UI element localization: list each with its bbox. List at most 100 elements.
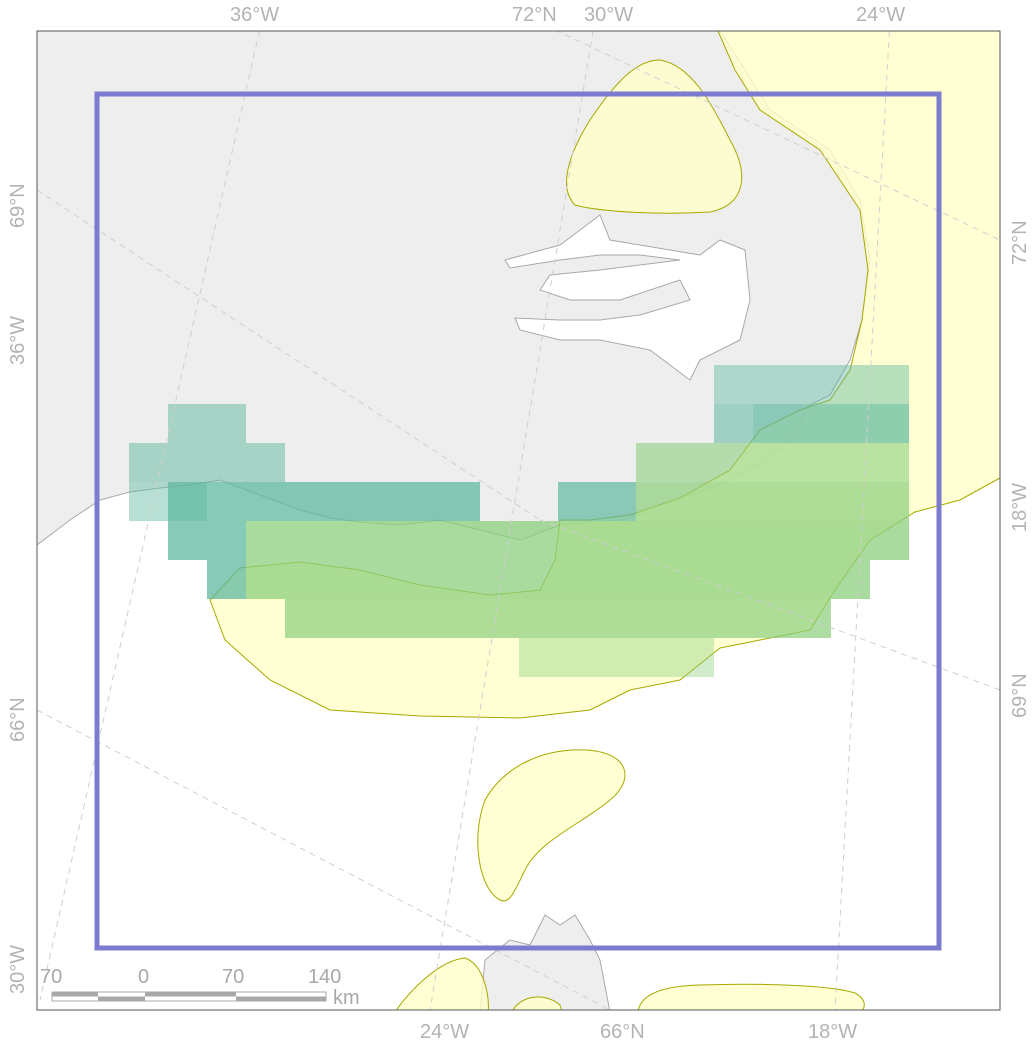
grid-cell — [636, 638, 675, 677]
grid-cell — [753, 404, 792, 443]
grid-cell — [441, 521, 480, 560]
grid-cell — [558, 599, 597, 638]
grid-cell — [753, 521, 792, 560]
left-label-36w: 36°W — [7, 316, 29, 365]
grid-cell — [636, 560, 675, 599]
scalebar-tick-70: 70 — [222, 966, 244, 988]
grid-cell — [792, 599, 831, 638]
grid-cell — [402, 599, 441, 638]
grid-cell — [714, 482, 753, 521]
right-label-18w: 18°W — [1009, 483, 1031, 532]
grid-cell — [207, 443, 246, 482]
grid-cell — [831, 560, 870, 599]
grid-cell — [558, 560, 597, 599]
grid-cell — [519, 560, 558, 599]
grid-cell — [675, 443, 714, 482]
grid-cell — [441, 560, 480, 599]
grid-cell — [714, 365, 753, 404]
grid-cell — [675, 599, 714, 638]
bottom-label-24w: 24°W — [420, 1021, 469, 1043]
grid-cell — [168, 482, 207, 521]
grid-cell — [285, 521, 324, 560]
grid-cell — [246, 560, 285, 599]
right-label-69n: 69°N — [1009, 673, 1031, 718]
bottom-label-66n: 66°N — [600, 1021, 645, 1043]
grid-cell — [597, 638, 636, 677]
grid-cell — [792, 443, 831, 482]
grid-cell — [831, 443, 870, 482]
grid-cell — [519, 599, 558, 638]
grid-cell — [168, 521, 207, 560]
grid-cell — [753, 365, 792, 404]
grid-cell — [831, 404, 870, 443]
grid-cell — [441, 482, 480, 521]
graticule — [37, 31, 1000, 1010]
grid-cell — [558, 521, 597, 560]
grid-cell — [519, 638, 558, 677]
top-label-24w: 24°W — [856, 4, 905, 26]
grid-cell — [636, 521, 675, 560]
map-border — [36, 30, 1001, 1011]
grid-cell — [636, 599, 675, 638]
grid-cell — [597, 560, 636, 599]
grid-cell — [636, 482, 675, 521]
grid-cell — [597, 521, 636, 560]
right-label-72n: 72°N — [1009, 220, 1031, 265]
grid-cell — [675, 638, 714, 677]
grid-cell — [324, 521, 363, 560]
study-area-frame — [94, 91, 942, 951]
grid-cell — [675, 521, 714, 560]
grid-cell — [207, 521, 246, 560]
top-label-36w: 36°W — [230, 4, 279, 26]
grid-cell — [324, 599, 363, 638]
range-offshore-patch — [477, 749, 626, 902]
grid-cell — [831, 482, 870, 521]
grid-cell — [402, 560, 441, 599]
scalebar-tick-70-left: 70 — [40, 966, 62, 988]
grid-cell — [597, 482, 636, 521]
grid-cell — [285, 599, 324, 638]
scale-bar: 70 0 70 140 km — [40, 966, 360, 1009]
grid-cell — [363, 482, 402, 521]
grid-cell — [792, 521, 831, 560]
scoresby-sund-fjord — [504, 214, 751, 381]
grid-cell — [636, 443, 675, 482]
top-label-72n: 72°N — [512, 4, 557, 26]
grid-cell — [168, 443, 207, 482]
grid-cell — [519, 521, 558, 560]
occurrence-grid — [129, 365, 909, 677]
grid-cell — [870, 482, 909, 521]
grid-cell — [753, 443, 792, 482]
grid-cell — [714, 404, 753, 443]
grid-cell — [441, 599, 480, 638]
grid-cell — [207, 404, 246, 443]
grid-cell — [870, 443, 909, 482]
left-label-66n: 66°N — [7, 697, 29, 742]
grid-cell — [168, 404, 207, 443]
left-label-69n: 69°N — [7, 183, 29, 228]
grid-cell — [285, 560, 324, 599]
range-liverpool-land — [566, 59, 743, 214]
grid-cell — [597, 599, 636, 638]
grid-cell — [324, 560, 363, 599]
grid-cell — [207, 482, 246, 521]
scalebar-tick-140: 140 — [308, 966, 341, 988]
grid-cell — [753, 482, 792, 521]
grid-cell — [792, 404, 831, 443]
grid-cell — [246, 443, 285, 482]
grid-cell — [675, 560, 714, 599]
grid-cell — [870, 365, 909, 404]
grid-cell — [558, 482, 597, 521]
range-iceland-mid — [512, 996, 562, 1010]
grid-cell — [714, 443, 753, 482]
grid-cell — [792, 560, 831, 599]
grid-cell — [675, 482, 714, 521]
grid-cell — [714, 560, 753, 599]
grid-cell — [831, 365, 870, 404]
grid-cell — [792, 365, 831, 404]
bottom-label-18w: 18°W — [808, 1021, 857, 1043]
grid-cell — [714, 521, 753, 560]
grid-cell — [831, 521, 870, 560]
scalebar-tick-0: 0 — [138, 966, 149, 988]
grid-cell — [753, 599, 792, 638]
